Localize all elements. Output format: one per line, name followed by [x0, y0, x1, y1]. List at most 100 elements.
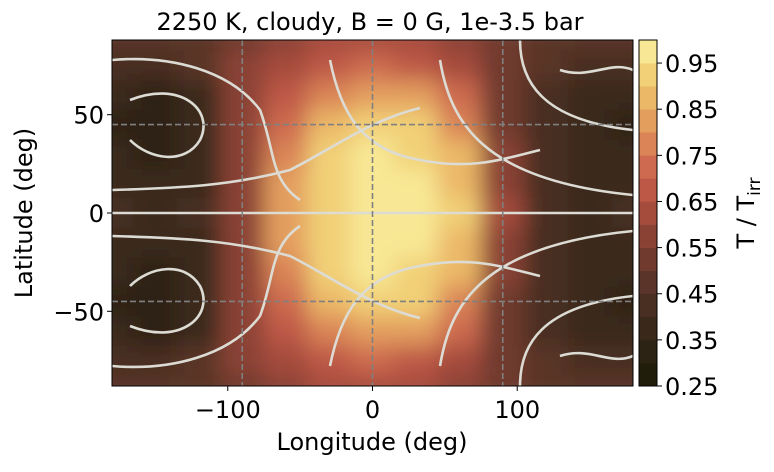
contour-cell: [437, 227, 482, 258]
x-tick-label: 100: [494, 396, 540, 424]
contour-cell: [481, 50, 525, 81]
contour-cell: [220, 257, 265, 288]
contour-cell: [133, 50, 178, 81]
contour-cell: [524, 345, 569, 376]
contour-cell: [177, 316, 222, 347]
contour-cell: [220, 50, 265, 81]
contour-cell: [394, 257, 439, 288]
contour-cell: [263, 227, 308, 258]
contour-cell: [263, 168, 308, 199]
contour-cell: [394, 40, 439, 52]
streamline: [129, 92, 205, 159]
contour-cell: [524, 375, 569, 386]
streamline: [129, 267, 205, 334]
contour-cell: [567, 50, 612, 81]
colorbar-label-sub: irr: [745, 177, 765, 195]
contour-cell: [394, 50, 439, 81]
contour-cell: [394, 80, 439, 111]
contour-cell: [611, 286, 633, 317]
colorbar-band: [639, 316, 657, 341]
contour-cell: [611, 40, 633, 52]
contour-cell: [567, 316, 612, 347]
contour-cell: [611, 80, 633, 111]
contour-cell: [112, 80, 135, 111]
contour-cell: [263, 316, 308, 347]
contour-cell: [133, 168, 178, 199]
contour-cell: [307, 227, 352, 258]
contour-cell: [307, 50, 352, 81]
contour-cell: [177, 375, 222, 386]
colorbar-band: [639, 201, 657, 225]
contour-cell: [112, 139, 135, 170]
colorbar-label-main: T / T: [732, 196, 760, 250]
contour-cell: [112, 168, 135, 199]
contour-cell: [567, 139, 612, 170]
contour-cell: [307, 345, 352, 376]
contour-cell: [307, 168, 352, 199]
contour-cell: [307, 257, 352, 288]
streamline: [559, 65, 633, 75]
contour-cell: [524, 50, 569, 81]
x-tick-label: −100: [195, 396, 261, 424]
contour-cell: [394, 227, 439, 258]
streamline: [438, 229, 633, 367]
contour-cell: [133, 345, 178, 376]
colorbar-band: [639, 86, 657, 110]
streamline: [438, 59, 633, 197]
colorbar-band: [639, 270, 657, 295]
contour-cell: [112, 316, 135, 347]
colorbar: [639, 40, 657, 387]
colorbar-tick-label: 0.95: [665, 50, 718, 78]
contour-cell: [481, 257, 525, 288]
contour-cell: [263, 80, 308, 111]
colorbar-frame: [638, 39, 658, 387]
contour-cell: [394, 316, 439, 347]
y-tick-label: −50: [53, 298, 104, 326]
colorbar-band: [639, 293, 657, 318]
contour-cell: [263, 50, 308, 81]
contour-cell: [611, 316, 633, 347]
colorbar-band: [639, 132, 657, 156]
contour-cell: [133, 227, 178, 258]
colorbar-band: [639, 155, 657, 179]
reference-lines: [112, 40, 633, 386]
contour-cell: [394, 345, 439, 376]
contour-cell: [177, 80, 222, 111]
contour-cell: [394, 375, 439, 386]
y-tick-label: 0: [89, 200, 104, 228]
contour-cell: [611, 168, 633, 199]
contour-cell: [263, 375, 308, 386]
contour-cell: [481, 375, 525, 386]
contour-cell: [524, 40, 569, 52]
contour-cell: [611, 109, 633, 140]
contour-cell: [112, 375, 135, 386]
colorbar-band: [639, 224, 657, 248]
contour-cell: [133, 257, 178, 288]
colorbar-band: [639, 178, 657, 202]
contour-cell: [611, 375, 633, 386]
contour-cell: [524, 257, 569, 288]
contour-cell: [437, 80, 482, 111]
contour-cell: [263, 40, 308, 52]
colorbar-tick-label: 0.25: [665, 373, 718, 401]
contour-cell: [350, 50, 395, 81]
colorbar-tick-label: 0.75: [665, 142, 718, 170]
contour-cell: [437, 375, 482, 386]
contour-cell: [437, 40, 482, 52]
contour-cell: [177, 40, 222, 52]
contour-cell: [394, 168, 439, 199]
contour-cell: [524, 139, 569, 170]
colorbar-band: [639, 339, 657, 364]
contour-cell: [567, 80, 612, 111]
contour-cell: [567, 375, 612, 386]
y-axis-label: Latitude (deg): [10, 128, 38, 298]
contour-cell: [611, 50, 633, 81]
contour-cell: [567, 345, 612, 376]
colorbar-tick-label: 0.55: [665, 235, 718, 263]
colorbar-tick-label: 0.65: [665, 188, 718, 216]
contour-cell: [307, 139, 352, 170]
contour-cell: [611, 227, 633, 258]
contour-cell: [350, 257, 395, 288]
y-tick-label: 50: [73, 102, 104, 130]
